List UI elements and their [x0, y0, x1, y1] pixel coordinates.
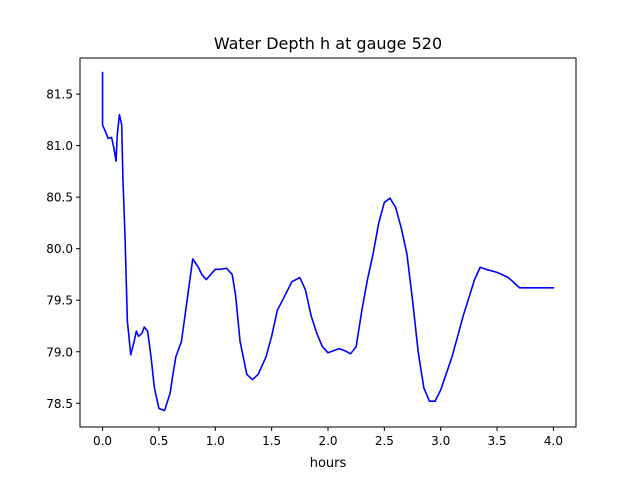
- x-tick-label: 2.0: [318, 434, 337, 448]
- y-tick-label: 79.5: [46, 294, 73, 308]
- x-tick-label: 3.0: [431, 434, 450, 448]
- x-axis: 0.0 0.5 1.0 1.5 2.0 2.5 3.0 3.5 4.0: [93, 427, 563, 448]
- series-line-1: [101, 71, 555, 412]
- y-tick-label: 78.5: [46, 397, 73, 411]
- y-tick-label: 80.5: [46, 191, 73, 205]
- x-tick-label: 4.0: [544, 434, 563, 448]
- x-tick-label: 3.5: [488, 434, 507, 448]
- y-tick-label: 81.0: [46, 139, 73, 153]
- chart-title: Water Depth h at gauge 520: [214, 34, 442, 53]
- y-tick-label: 80.0: [46, 242, 73, 256]
- x-tick-label: 2.5: [375, 434, 394, 448]
- plot-area: [101, 71, 555, 412]
- y-tick-label: 81.5: [46, 88, 73, 102]
- y-axis: 78.5 79.0 79.5 80.0 80.5 81.0 81.5: [46, 88, 80, 411]
- x-tick-label: 0.0: [93, 434, 112, 448]
- x-tick-label: 1.0: [206, 434, 225, 448]
- x-tick-label: 1.5: [262, 434, 281, 448]
- x-axis-label: hours: [310, 456, 347, 471]
- x-tick-label: 0.5: [149, 434, 168, 448]
- y-tick-label: 79.0: [46, 345, 73, 359]
